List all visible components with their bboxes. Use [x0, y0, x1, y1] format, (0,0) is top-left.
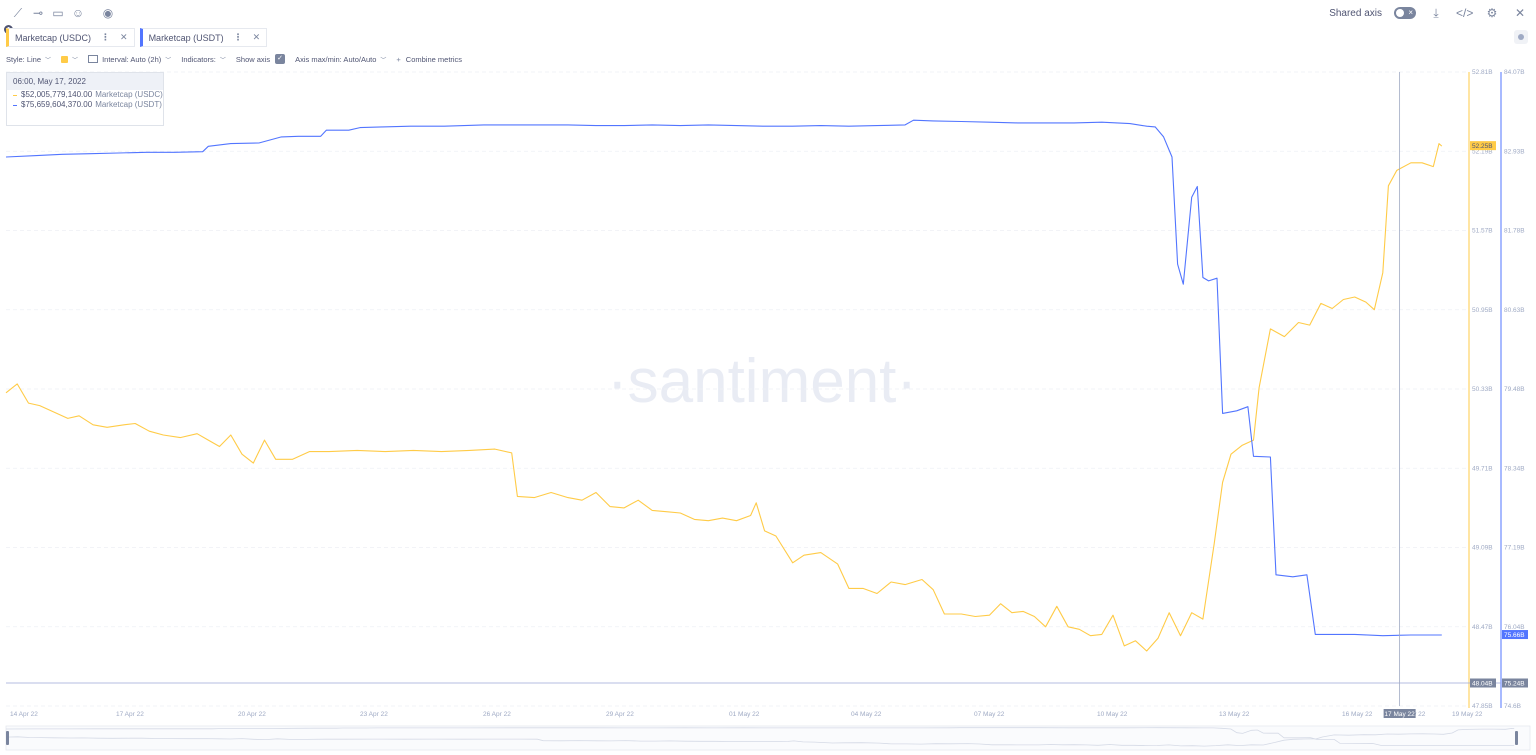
style-select[interactable]: Style: Line ﹀ [6, 54, 52, 64]
usdc-current-badge [1470, 141, 1496, 151]
color-swatch [61, 55, 69, 63]
y-tick-label-usdt: 77.19B [1504, 545, 1525, 552]
tab-label: Marketcap (USDT) [148, 32, 224, 43]
remove-metric-icon[interactable]: ✕ [252, 32, 261, 42]
y-tick-label-usdc: 50.95B [1472, 307, 1493, 314]
x-tick-label: 16 May 22 [1342, 711, 1373, 718]
more-options-icon[interactable]: ⋮ [101, 32, 111, 42]
navigator-left-handle[interactable] [6, 731, 9, 745]
indicators-select[interactable]: Indicators: ﹀ [181, 54, 226, 64]
tooltip-row-usdt: $75,659,604,370.00 Marketcap (USDT) [7, 100, 163, 110]
usdt-current-badge [1502, 630, 1528, 640]
check-icon: ✓ [275, 54, 286, 64]
navigator-usdt-line [5, 727, 1515, 747]
horizontal-ray-icon[interactable]: ⊸ [32, 6, 44, 20]
y-tick-label-usdc: 49.09B [1472, 545, 1493, 552]
x-tick-label: 19 May 22 [1452, 711, 1483, 718]
chart-settings-button[interactable] [1514, 30, 1528, 44]
x-tick-label: 10 May 22 [1097, 711, 1128, 718]
x-tick-label: 26 Apr 22 [483, 711, 511, 718]
color-select[interactable]: ﹀ [61, 55, 78, 64]
tooltip-date: 06:00, May 17, 2022 [7, 73, 163, 90]
line-tool-icon[interactable]: ⟋ [13, 6, 23, 20]
usdt-marker-label: 75.24B [1504, 681, 1525, 688]
usdc-current-label: 52.25B [1472, 143, 1493, 150]
eye-icon[interactable]: ◉ [102, 6, 114, 20]
watermark: ·santiment· [607, 347, 917, 416]
show-axis-checkbox[interactable]: Show axis ✓ [236, 54, 286, 64]
usdt-current-label: 75.66B [1504, 632, 1525, 639]
y-tick-label-usdt: 84.07B [1504, 69, 1525, 76]
navigator-right-handle[interactable] [1515, 731, 1518, 745]
axis-maxmin-select[interactable]: Axis max/min: Auto/Auto ﹀ [295, 54, 387, 64]
y-tick-label-usdc: 51.57B [1472, 228, 1493, 235]
combine-metrics-button[interactable]: + Combine metrics [396, 54, 463, 64]
y-tick-label-usdt: 81.78B [1504, 228, 1525, 235]
x-tick-label: 13 May 22 [1219, 711, 1250, 718]
crosshair-date-label: 17 May 22 [1384, 711, 1415, 718]
note-icon[interactable]: ▭ [52, 6, 64, 20]
x-tick-label: 07 May 22 [974, 711, 1005, 718]
navigator-usdc-line [5, 728, 1515, 747]
toolbar-right: Shared axis × ⤓ </> ⚙ ✕ [1329, 4, 1528, 22]
calendar-icon [88, 55, 99, 63]
embed-code-icon[interactable]: </> [1456, 6, 1474, 20]
shared-axis-toggle[interactable]: × [1394, 7, 1416, 19]
x-tick-label: 29 Apr 22 [606, 711, 634, 718]
tab-marketcap-usdt[interactable]: Marketcap (USDT) ⋮ ✕ [139, 28, 268, 47]
range-navigator[interactable] [5, 725, 1531, 751]
y-tick-label-usdc: 52.81B [1472, 69, 1493, 76]
chart-tooltip: 06:00, May 17, 2022 $52,005,779,140.00 M… [6, 72, 164, 126]
download-icon[interactable]: ⤓ [1433, 6, 1439, 20]
plus-icon: + [396, 54, 401, 64]
more-options-icon[interactable]: ⋮ [233, 32, 243, 42]
interval-select[interactable]: Interval: Auto (2h) ﹀ [88, 55, 171, 64]
remove-metric-icon[interactable]: ✕ [120, 32, 128, 42]
x-tick-label: 20 Apr 22 [238, 711, 266, 718]
y-tick-label-usdc: 48.47B [1472, 624, 1493, 631]
y-tick-label-usdc: 52.19B [1472, 148, 1493, 155]
usdc-marker-label: 48.04B [1472, 681, 1493, 688]
y-tick-label-usdc: 50.33B [1472, 386, 1493, 393]
x-tick-label: 14 Apr 22 [10, 711, 38, 718]
metric-tabs: Marketcap (USDC) ⋮ ✕ Marketcap (USDT) ⋮ … [6, 28, 268, 47]
x-tick-label: 17 Apr 22 [116, 711, 144, 718]
y-tick-label-usdc: 49.71B [1472, 465, 1493, 472]
y-tick-label-usdt: 82.93B [1504, 148, 1525, 155]
y-tick-label-usdt: 80.63B [1504, 307, 1525, 314]
series-line-usdt [5, 119, 1442, 637]
y-tick-label-usdt: 78.34B [1504, 465, 1525, 472]
series-line-usdc [5, 143, 1443, 652]
usdt-marker-badge [1502, 678, 1528, 688]
navigator-frame [5, 725, 1531, 751]
usdc-marker-badge [1470, 678, 1496, 688]
series-marker [13, 104, 17, 106]
y-tick-label-usdt: 74.6B [1504, 703, 1521, 710]
gear-icon[interactable]: ⚙ [1486, 6, 1498, 20]
x-tick-label: 01 May 22 [729, 711, 760, 718]
crosshair-date-box [1383, 709, 1416, 718]
y-tick-label-usdt: 76.04B [1504, 624, 1525, 631]
x-tick-label: 04 May 22 [851, 711, 882, 718]
emoji-icon[interactable]: ☺ [71, 6, 85, 20]
y-tick-label-usdc: 47.85B [1472, 703, 1493, 710]
y-tick-label-usdt: 79.48B [1504, 386, 1525, 393]
chart-controls: Style: Line ﹀ ﹀ Interval: Auto (2h) ﹀ Indi… [6, 53, 472, 65]
tooltip-row-usdc: $52,005,779,140.00 Marketcap (USDC) [7, 90, 163, 100]
top-toolbar: ⟋ ⊸ ▭ ☺ ◉ Shared axis × ⤓ </> ⚙ ✕ [0, 0, 1536, 26]
tab-label: Marketcap (USDC) [15, 32, 92, 43]
close-icon[interactable]: ✕ [1514, 6, 1526, 20]
series-marker [13, 94, 17, 96]
tab-marketcap-usdc[interactable]: Marketcap (USDC) ⋮ ✕ [6, 28, 135, 47]
shared-axis-label: Shared axis [1329, 7, 1382, 19]
x-tick-label: 23 Apr 22 [360, 711, 388, 718]
